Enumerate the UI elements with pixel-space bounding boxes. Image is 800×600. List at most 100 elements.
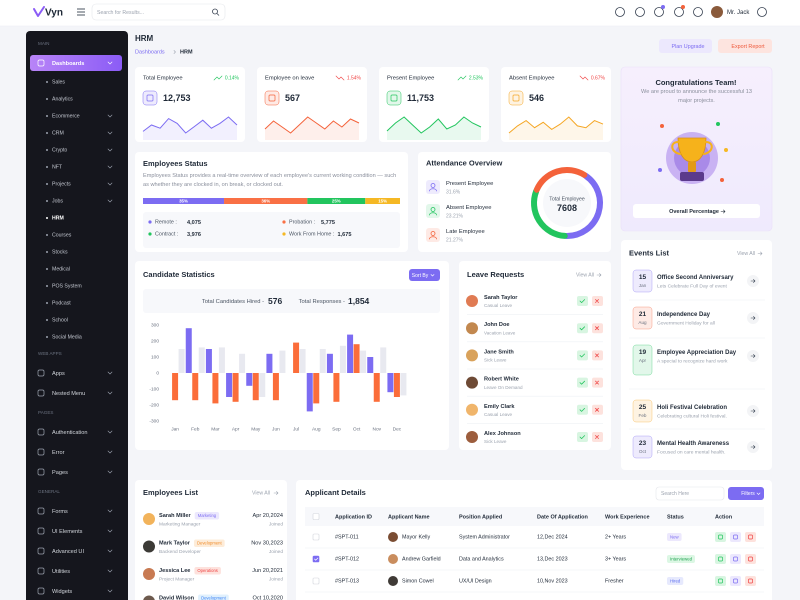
table-search[interactable] [655, 486, 725, 501]
submenu-item[interactable]: Crypto [52, 148, 67, 154]
avatar [466, 376, 478, 389]
x-tick-label: Aug [312, 426, 321, 432]
action-button[interactable] [730, 576, 741, 586]
submenu-item[interactable]: Courses [52, 233, 72, 239]
approve-button[interactable] [577, 404, 588, 415]
menu-icon [37, 547, 45, 555]
view-all-link[interactable]: View All [576, 272, 594, 278]
avatar[interactable] [711, 6, 723, 18]
toolbar-icon[interactable] [615, 7, 625, 17]
action-button[interactable] [730, 532, 741, 542]
breadcrumb: HRM [180, 49, 193, 55]
menu-item[interactable]: Advanced UI [52, 549, 84, 555]
toolbar-icon[interactable] [635, 7, 645, 17]
menu-item[interactable]: UI Elements [52, 529, 83, 535]
donut-segment [533, 167, 588, 193]
submenu-item[interactable]: NFT [52, 165, 63, 171]
menu-item[interactable]: Forms [52, 509, 68, 515]
toolbar-icon[interactable] [654, 7, 664, 17]
status-bg [667, 555, 695, 563]
column-header: Date Of Application [537, 514, 588, 520]
department-badge: Development [201, 595, 227, 600]
action-button[interactable] [730, 554, 741, 564]
trophy [671, 141, 713, 155]
cell: #SPT-013 [335, 579, 359, 585]
checkbox[interactable] [312, 555, 320, 563]
menu-item[interactable]: Apps [52, 371, 65, 377]
view-all-link[interactable]: View All [252, 490, 270, 496]
donut-value: 7608 [557, 203, 577, 213]
attendance-percent: 23.21% [446, 213, 464, 219]
action-button[interactable] [745, 554, 756, 564]
bar [272, 373, 279, 401]
search-box[interactable] [91, 3, 226, 21]
menu-item[interactable]: Nested Menu [52, 391, 85, 397]
approve-button[interactable] [577, 377, 588, 388]
filter-button[interactable] [728, 487, 764, 500]
event-title: Office Second Anniversary [657, 275, 734, 281]
submenu-item[interactable]: Medical [52, 267, 70, 273]
action-button[interactable] [745, 532, 756, 542]
menu-item[interactable]: Authentication [52, 430, 87, 436]
approve-button[interactable] [577, 350, 588, 361]
confetti [724, 148, 728, 152]
menu-item[interactable]: Utilities [52, 569, 70, 575]
submenu-item[interactable]: CRM [52, 131, 64, 137]
breadcrumb[interactable]: Dashboards [135, 49, 165, 55]
arrow-icon [750, 354, 756, 358]
toolbar-icon[interactable] [674, 7, 684, 17]
check-icon [579, 435, 585, 439]
card-title: Leave Requests [467, 270, 524, 279]
checkbox[interactable] [312, 533, 320, 541]
checkbox[interactable] [312, 577, 320, 585]
menu-item[interactable]: Error [52, 450, 65, 456]
submenu-item[interactable]: Jobs [52, 199, 63, 205]
menu-item[interactable]: Pages [52, 470, 68, 476]
submenu-item[interactable]: Podcast [52, 301, 71, 307]
cell: Fresher [605, 579, 624, 585]
toolbar-icon[interactable] [757, 7, 767, 17]
approve-button[interactable] [577, 323, 588, 334]
submenu-item[interactable]: Projects [52, 182, 71, 188]
submenu-item[interactable]: Social Media [52, 335, 82, 341]
checkbox[interactable] [312, 513, 320, 520]
submenu-item[interactable]: Sales [52, 80, 65, 86]
event-title: Independence Day [657, 312, 711, 318]
plan-upgrade-button[interactable] [659, 39, 712, 53]
approve-button[interactable] [577, 432, 588, 442]
view-all-link[interactable]: View All [737, 251, 755, 257]
event-date [632, 435, 653, 459]
action-button[interactable] [715, 576, 726, 586]
action-button[interactable] [715, 532, 726, 542]
action-icon [718, 578, 723, 584]
menu-item[interactable]: Dashboards [52, 61, 84, 67]
toolbar-icon[interactable] [693, 7, 703, 17]
column-header: Application ID [335, 514, 372, 520]
stat-label: Contract : [155, 232, 178, 238]
action-button[interactable] [715, 554, 726, 564]
menu-icon [37, 428, 45, 436]
stat-change: 0.14% [225, 75, 240, 81]
events-card [621, 240, 772, 470]
leave-card [459, 261, 611, 450]
submenu-item[interactable]: POS System [52, 284, 82, 290]
action-button[interactable] [745, 576, 756, 586]
approve-button[interactable] [577, 296, 588, 306]
check-icon [579, 408, 585, 412]
menu-item[interactable]: Widgets [52, 589, 72, 595]
department-badge: Operations [197, 568, 217, 573]
submenu-item[interactable]: HRM [52, 216, 64, 222]
export-button[interactable] [718, 39, 772, 53]
card-description: Employees Status provides a real-time ov… [143, 173, 397, 188]
button-label: Export Report [731, 44, 765, 50]
submenu-item[interactable]: Ecommerce [52, 114, 80, 120]
submenu-item[interactable]: School [52, 318, 68, 324]
sort-button[interactable] [409, 269, 440, 281]
chevron [107, 165, 113, 169]
submenu-item[interactable]: Analytics [52, 97, 73, 103]
overall-percentage-button[interactable] [633, 204, 760, 218]
menu-section-title: PAGES [38, 410, 54, 415]
submenu-item[interactable]: Stocks [52, 250, 68, 256]
chevron [430, 274, 435, 277]
status-badge: Hired [670, 579, 681, 584]
